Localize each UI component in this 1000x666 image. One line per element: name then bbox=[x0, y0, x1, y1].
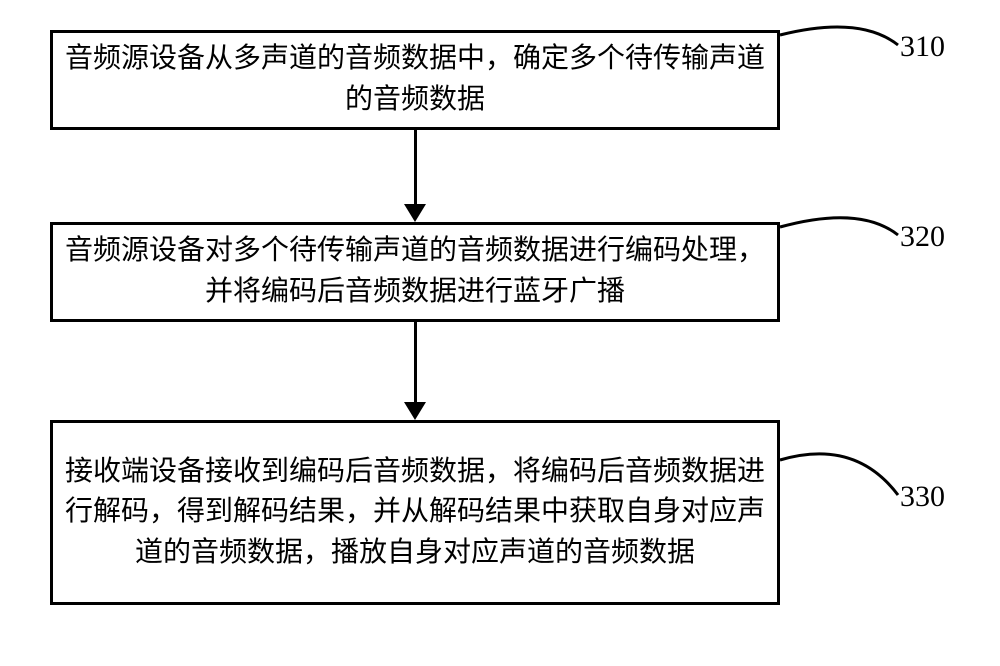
arrow-2-line bbox=[414, 322, 417, 402]
arrow-2-head-icon bbox=[404, 402, 426, 420]
flowchart-canvas: 音频源设备从多声道的音频数据中，确定多个待传输声道的音频数据 音频源设备对多个待… bbox=[0, 0, 1000, 666]
callout-curve-3 bbox=[0, 0, 1000, 666]
arrow-1-line bbox=[414, 130, 417, 204]
arrow-1-head-icon bbox=[404, 204, 426, 222]
